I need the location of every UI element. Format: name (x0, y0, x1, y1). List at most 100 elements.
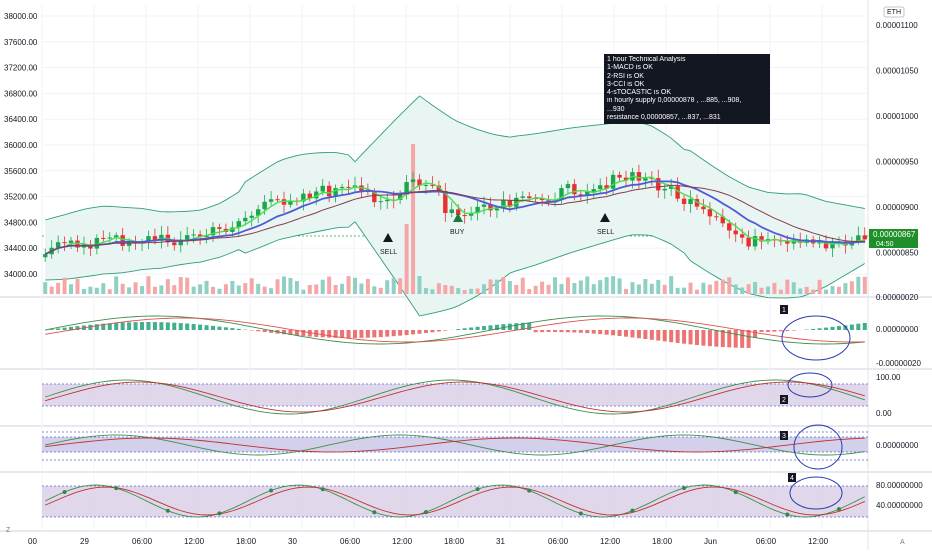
candle-body (572, 184, 576, 194)
analysis-annotation: 1 hour Technical Analysis 1-MACD is OK 2… (604, 54, 770, 124)
candle-body (191, 234, 195, 235)
annotation-line: in hourly supply 0,00000878 , ...885, ..… (607, 97, 767, 105)
price-tick-left: 37200.00 (4, 64, 38, 73)
macd-hist-bar (572, 330, 576, 332)
volume-bar (863, 277, 867, 294)
volume-bar (424, 288, 428, 294)
stoch-tick: 80.00000000 (876, 481, 923, 490)
volume-bar (766, 286, 770, 294)
signal-label: SELL (597, 229, 614, 236)
candle-body (482, 205, 486, 207)
volume-bar (572, 283, 576, 294)
stoch-cross-dot (217, 511, 221, 515)
stoch-cross-dot (682, 486, 686, 490)
time-tick: 12:00 (600, 537, 621, 546)
volume-bar (314, 284, 318, 294)
price-tick-left: 35600.00 (4, 167, 38, 176)
time-tick: 30 (288, 537, 297, 546)
volume-bar (134, 282, 138, 294)
stoch-cross-dot (837, 507, 841, 511)
macd-hist-bar (527, 322, 531, 330)
pane-marker-label: 2 (782, 397, 786, 404)
macd-hist-bar (359, 330, 363, 338)
macd-hist-bar (785, 330, 789, 331)
volume-bar (82, 289, 86, 294)
macd-hist-bar (837, 326, 841, 330)
candle-body (346, 187, 350, 188)
candle-body (663, 189, 667, 191)
volume-bar (785, 280, 789, 294)
stoch-cross-dot (166, 509, 170, 513)
price-tick-right: 0.00000950 (876, 158, 919, 167)
candle-body (101, 238, 105, 239)
volume-bar (772, 283, 776, 294)
price-tick-left: 37600.00 (4, 38, 38, 47)
time-tick: 00 (28, 537, 37, 546)
stoch-cross-dot (630, 509, 634, 513)
macd-hist-bar (418, 330, 422, 334)
volume-bar (63, 278, 67, 294)
volume-bar (701, 283, 705, 294)
volume-bar (734, 284, 738, 294)
volume-bar (334, 285, 338, 294)
macd-hist-bar (579, 330, 583, 333)
macd-hist-bar (624, 330, 628, 337)
macd-hist-bar (185, 324, 189, 330)
macd-hist-bar (430, 330, 434, 332)
time-tick: 06:00 (756, 537, 777, 546)
macd-hist-bar (695, 330, 699, 345)
candle-body (275, 199, 279, 200)
volume-bar (682, 288, 686, 294)
volume-bar (695, 290, 699, 294)
volume-bar (56, 283, 60, 294)
candle-body (611, 175, 615, 189)
macd-hist-bar (398, 330, 402, 336)
volume-bar (430, 289, 434, 294)
macd-hist-bar (192, 324, 196, 330)
volume-bar (837, 287, 841, 294)
volume-bar (211, 287, 215, 294)
volume-bar (321, 280, 325, 294)
candle-body (269, 199, 273, 202)
volume-bar (172, 285, 176, 294)
time-tick: 06:00 (132, 537, 153, 546)
candle-body (701, 207, 705, 210)
candle-body (340, 187, 344, 188)
macd-hist-bar (166, 322, 170, 330)
volume-bar (230, 281, 234, 294)
macd-hist-bar (353, 330, 357, 338)
volume-bar (437, 283, 441, 294)
annotation-line: resistance 0,00000857, ...837, ...831 (607, 114, 767, 122)
volume-bar (824, 290, 828, 294)
macd-hist-bar (437, 330, 441, 331)
candle-body (734, 231, 738, 235)
volume-bar (566, 277, 570, 294)
volume-bar (592, 284, 596, 294)
volume-bar (405, 224, 409, 294)
macd-hist-bar (747, 330, 751, 348)
volume-bar (443, 285, 447, 294)
volume-bar (127, 287, 131, 294)
candle-body (327, 186, 331, 197)
volume-bar (95, 288, 99, 294)
macd-hist-bar (760, 330, 764, 332)
candle-body (740, 234, 744, 237)
candle-body (250, 216, 254, 218)
volume-bar (721, 280, 725, 294)
volume-bar (663, 285, 667, 294)
macd-hist-bar (127, 322, 131, 330)
volume-bar (192, 287, 196, 294)
candle-body (598, 185, 602, 189)
macd-tick: 0.00000000 (876, 325, 919, 334)
rsi-tick: 100.00 (876, 373, 901, 382)
time-tick: 18:00 (444, 537, 465, 546)
signal-label: SELL (380, 249, 397, 256)
macd-hist-bar (850, 325, 854, 330)
volume-bar (327, 277, 331, 294)
macd-hist-bar (379, 330, 383, 337)
volume-bar (250, 278, 254, 294)
candle-body (321, 186, 325, 192)
volume-bar (630, 282, 634, 294)
volume-bar (482, 284, 486, 294)
